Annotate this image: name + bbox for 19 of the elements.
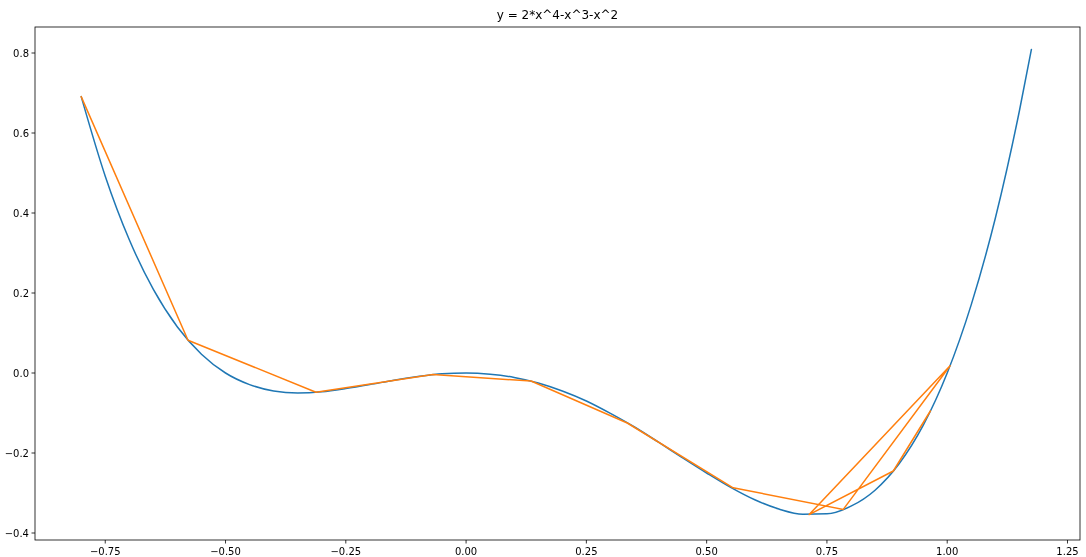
line-series [80,48,1033,515]
x-tick-label: −0.50 [210,546,241,557]
y-tick-label: 0.0 [13,367,29,379]
x-tick-label: 0.75 [815,546,839,557]
y-tick-label: 0.2 [13,287,29,299]
y-tick-label: 0.8 [13,47,29,59]
chart-title: y = 2*x^4-x^3-x^2 [496,8,619,22]
y-tick-label: 0.4 [13,207,29,219]
y-tick-label: −0.4 [4,527,29,539]
y-tick-label: −0.2 [4,447,29,459]
y-tick-label: 0.6 [13,127,29,139]
x-tick-label: −0.75 [89,546,121,557]
x-tick-label: 1.25 [1056,546,1079,557]
x-tick-label: 0.25 [575,546,598,557]
x-tick-label: 1.00 [936,546,959,557]
x-tick-label: 0.00 [454,546,478,557]
x-tick-label: 0.50 [695,546,718,557]
line-series [80,95,951,516]
x-tick-label: −0.25 [330,546,362,557]
